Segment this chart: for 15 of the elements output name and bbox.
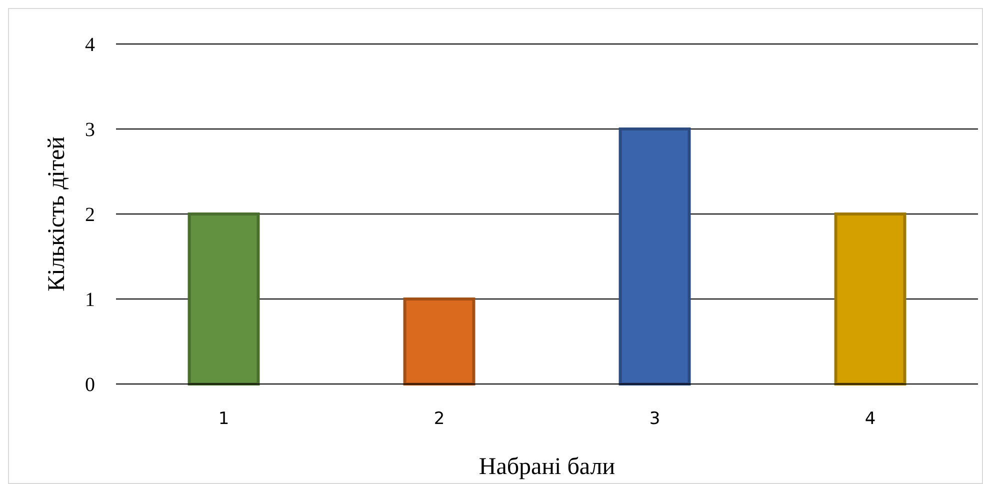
x-tick-label: 2	[434, 409, 445, 429]
bar	[403, 298, 476, 386]
x-axis-title: Набрані бали	[478, 454, 616, 480]
bar	[618, 128, 691, 386]
x-tick-label: 1	[218, 409, 230, 429]
bar	[834, 212, 906, 386]
x-tick-label: 4	[864, 409, 876, 429]
y-tick-label: 4	[85, 34, 95, 56]
x-tick-label: 3	[649, 409, 660, 429]
y-tick-label: 3	[85, 119, 95, 141]
y-axis-title: Кількість дітей	[44, 136, 70, 292]
y-tick-label: 2	[85, 204, 95, 226]
y-tick-label: 0	[85, 374, 95, 396]
y-tick-label: 1	[85, 289, 95, 311]
bar	[188, 212, 260, 386]
